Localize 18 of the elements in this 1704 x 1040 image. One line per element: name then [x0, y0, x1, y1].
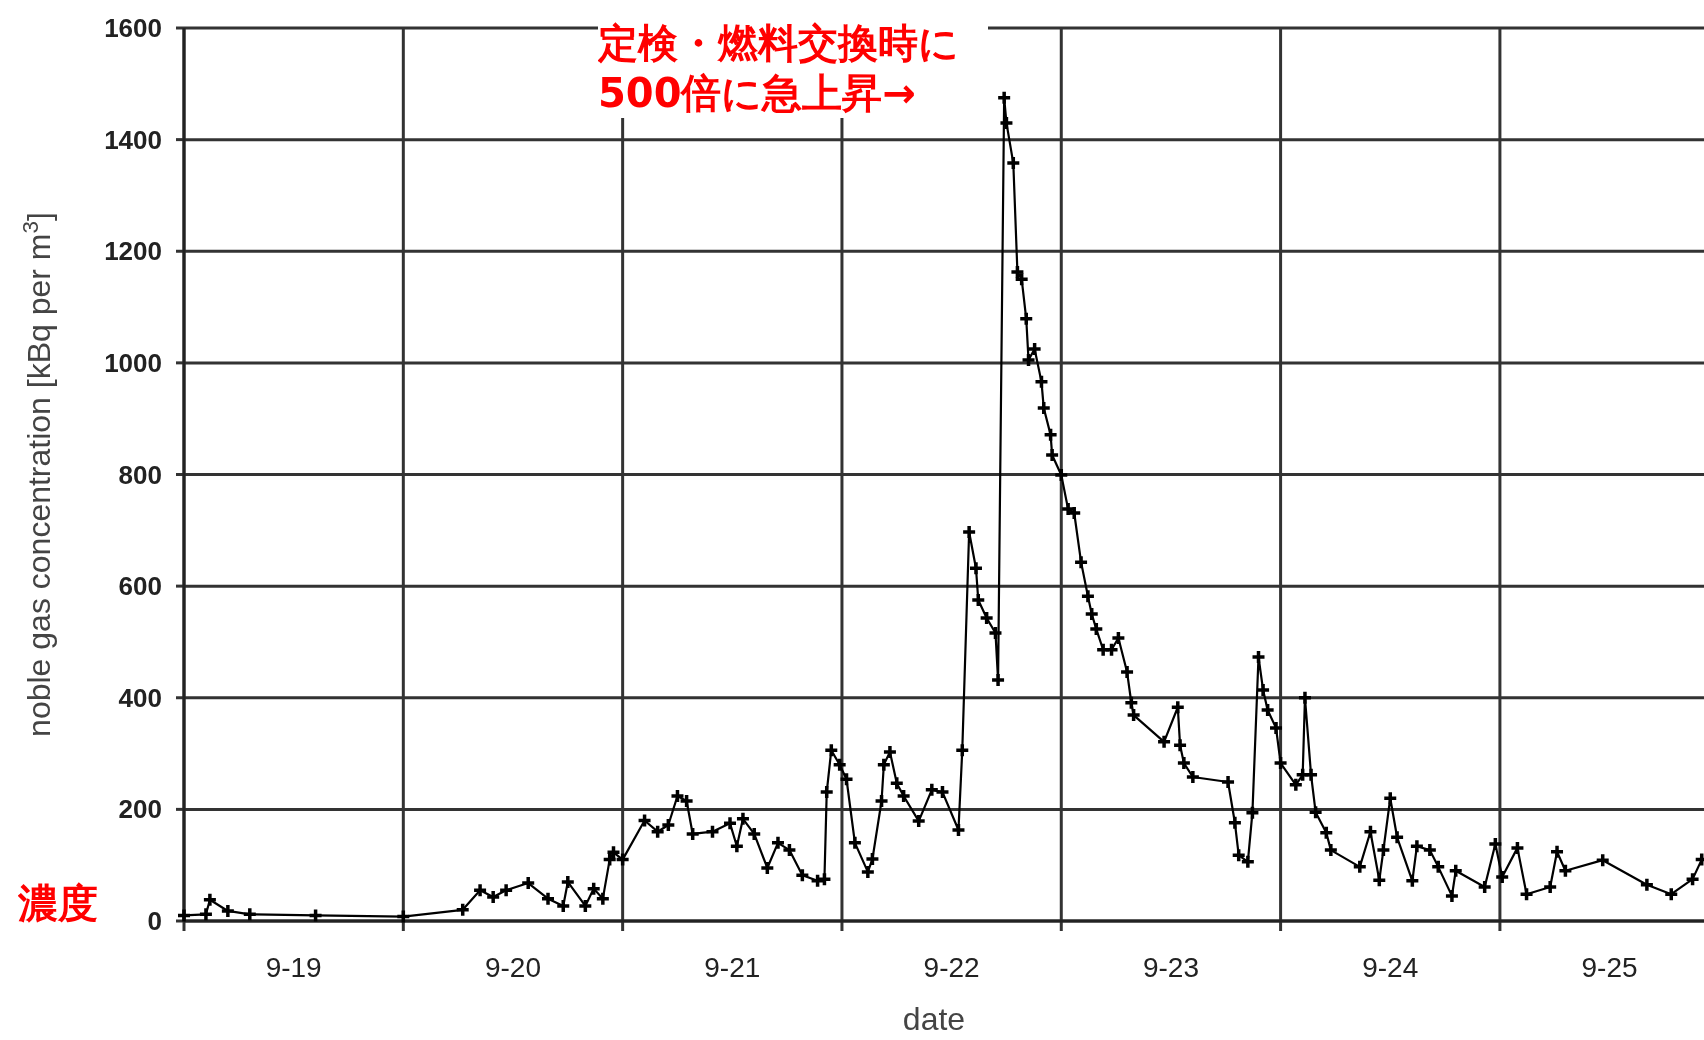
y-tick-label: 1600	[104, 13, 162, 43]
x-axis-title: date	[902, 1001, 966, 1037]
x-tick-label: 9-25	[1581, 952, 1638, 983]
y-tick-label: 0	[147, 906, 162, 936]
y-tick-label: 1400	[104, 124, 162, 155]
x-tick-label: 9-20	[484, 952, 541, 983]
y-tick-label: 800	[118, 459, 162, 490]
y-tick-label: 600	[118, 571, 162, 602]
text: 濃度	[18, 878, 98, 928]
x-tick-label: 9-19	[265, 952, 322, 983]
y-tick-label: 400	[118, 682, 162, 713]
x-tick-label: 9-23	[1142, 952, 1199, 983]
x-tick-label: 9-22	[923, 952, 980, 983]
y-tick-label: 1000	[104, 347, 162, 378]
y-tick-label: 200	[118, 794, 162, 825]
y-tick-label: 1200	[104, 236, 162, 267]
x-tick-label: 9-21	[704, 952, 761, 983]
x-tick-label: 9-24	[1362, 952, 1419, 983]
